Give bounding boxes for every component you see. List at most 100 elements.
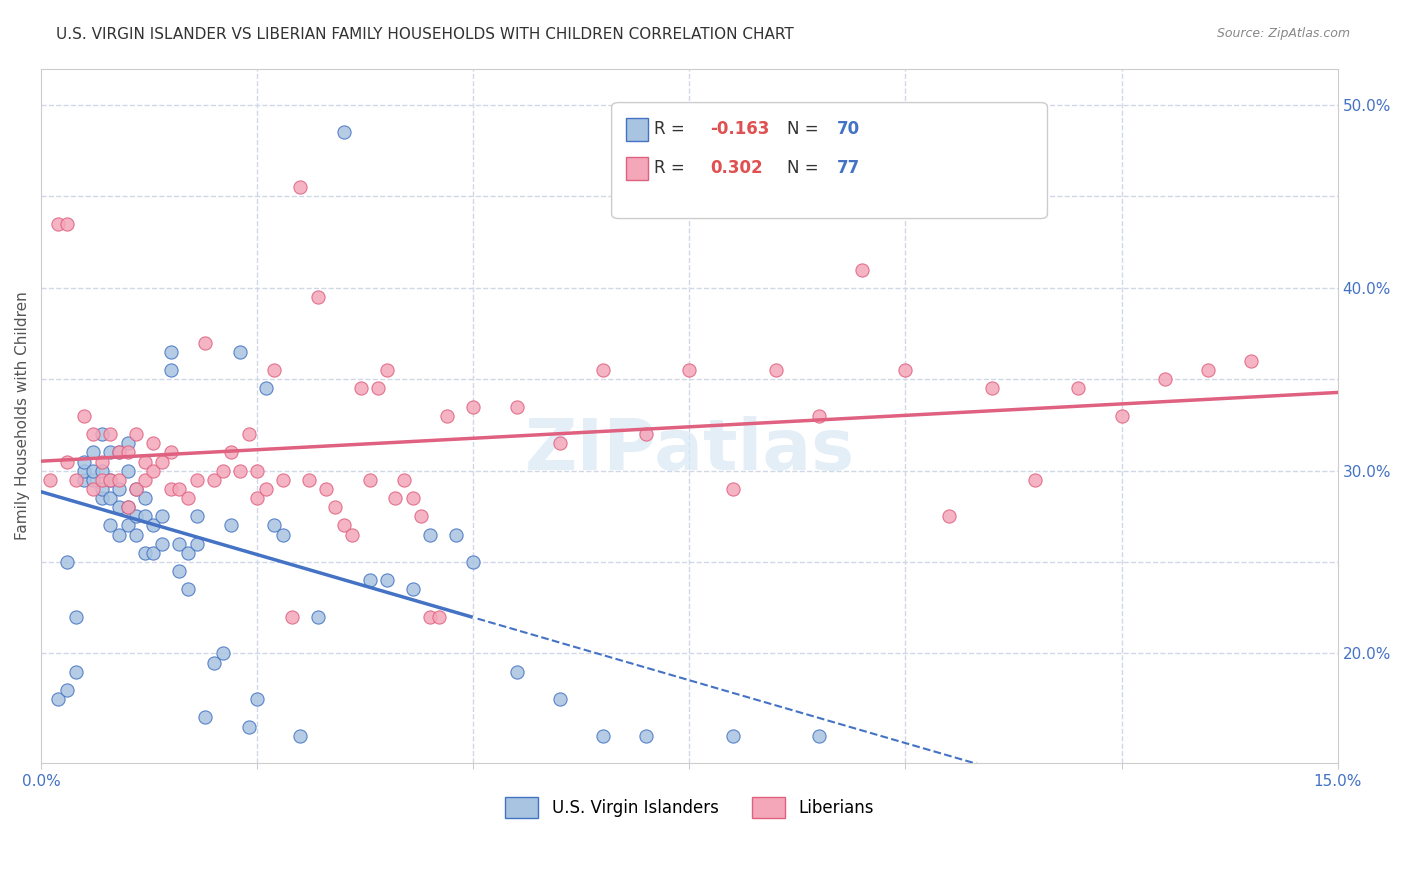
Point [211, 464, 233, 478]
Point [419, 610, 441, 624]
Point [108, 445, 131, 459]
Point [375, 574, 398, 588]
Point [98, 473, 121, 487]
Point [82, 445, 104, 459]
Point [238, 720, 260, 734]
Point [332, 126, 354, 140]
Point [548, 692, 571, 706]
Point [73, 464, 96, 478]
Point [159, 363, 181, 377]
Point [142, 518, 165, 533]
Point [263, 363, 285, 377]
Point [444, 527, 467, 541]
Point [90, 482, 112, 496]
Point [851, 262, 873, 277]
Point [211, 647, 233, 661]
Point [402, 491, 425, 505]
Point [436, 409, 458, 423]
Point [56, 555, 79, 569]
Point [56, 454, 79, 468]
Point [463, 400, 485, 414]
Point [229, 464, 252, 478]
Point [636, 427, 658, 442]
Point [254, 381, 277, 395]
Point [82, 482, 104, 496]
Point [271, 473, 294, 487]
Point [315, 482, 337, 496]
Point [108, 527, 131, 541]
Point [808, 729, 831, 743]
Point [263, 518, 285, 533]
Point [38, 473, 60, 487]
Point [307, 290, 329, 304]
Point [1240, 354, 1263, 368]
Point [177, 546, 200, 560]
Point [73, 454, 96, 468]
Point [82, 427, 104, 442]
Point [290, 180, 312, 194]
Text: 0.302: 0.302 [710, 159, 762, 177]
Point [229, 344, 252, 359]
Point [1153, 372, 1175, 386]
Point [108, 482, 131, 496]
Point [505, 665, 527, 679]
Text: ZIPatlas: ZIPatlas [524, 416, 855, 485]
Point [342, 527, 364, 541]
Text: -0.163: -0.163 [710, 120, 769, 138]
Point [125, 482, 148, 496]
Point [134, 509, 156, 524]
Point [125, 427, 148, 442]
Point [548, 436, 571, 450]
Point [194, 710, 217, 724]
Point [125, 527, 148, 541]
Y-axis label: Family Households with Children: Family Households with Children [15, 292, 30, 541]
Text: R =: R = [654, 159, 690, 177]
Point [202, 656, 225, 670]
Point [186, 509, 208, 524]
Legend: U.S. Virgin Islanders, Liberians: U.S. Virgin Islanders, Liberians [498, 790, 880, 824]
Point [392, 473, 415, 487]
Point [82, 473, 104, 487]
Point [359, 574, 381, 588]
Point [463, 555, 485, 569]
Point [678, 363, 700, 377]
Point [427, 610, 450, 624]
Point [592, 363, 614, 377]
Point [721, 729, 744, 743]
Point [290, 729, 312, 743]
Point [134, 473, 156, 487]
Point [150, 509, 173, 524]
Point [82, 464, 104, 478]
Point [1197, 363, 1219, 377]
Point [73, 473, 96, 487]
Point [134, 546, 156, 560]
Text: Source: ZipAtlas.com: Source: ZipAtlas.com [1216, 27, 1350, 40]
Point [721, 482, 744, 496]
Point [90, 464, 112, 478]
Point [1067, 381, 1090, 395]
Point [636, 729, 658, 743]
Point [367, 381, 389, 395]
Point [177, 491, 200, 505]
Point [411, 509, 433, 524]
Point [117, 436, 139, 450]
Point [323, 500, 346, 515]
Point [238, 427, 260, 442]
Point [246, 491, 269, 505]
Point [98, 473, 121, 487]
Point [117, 500, 139, 515]
Point [980, 381, 1002, 395]
Point [117, 518, 139, 533]
Point [402, 582, 425, 597]
Point [159, 445, 181, 459]
Point [134, 454, 156, 468]
Point [246, 692, 269, 706]
Point [332, 518, 354, 533]
Point [1111, 409, 1133, 423]
Text: R =: R = [654, 120, 690, 138]
Point [90, 454, 112, 468]
Point [169, 564, 191, 578]
Text: U.S. VIRGIN ISLANDER VS LIBERIAN FAMILY HOUSEHOLDS WITH CHILDREN CORRELATION CHA: U.S. VIRGIN ISLANDER VS LIBERIAN FAMILY … [56, 27, 794, 42]
Point [169, 537, 191, 551]
Point [56, 217, 79, 231]
